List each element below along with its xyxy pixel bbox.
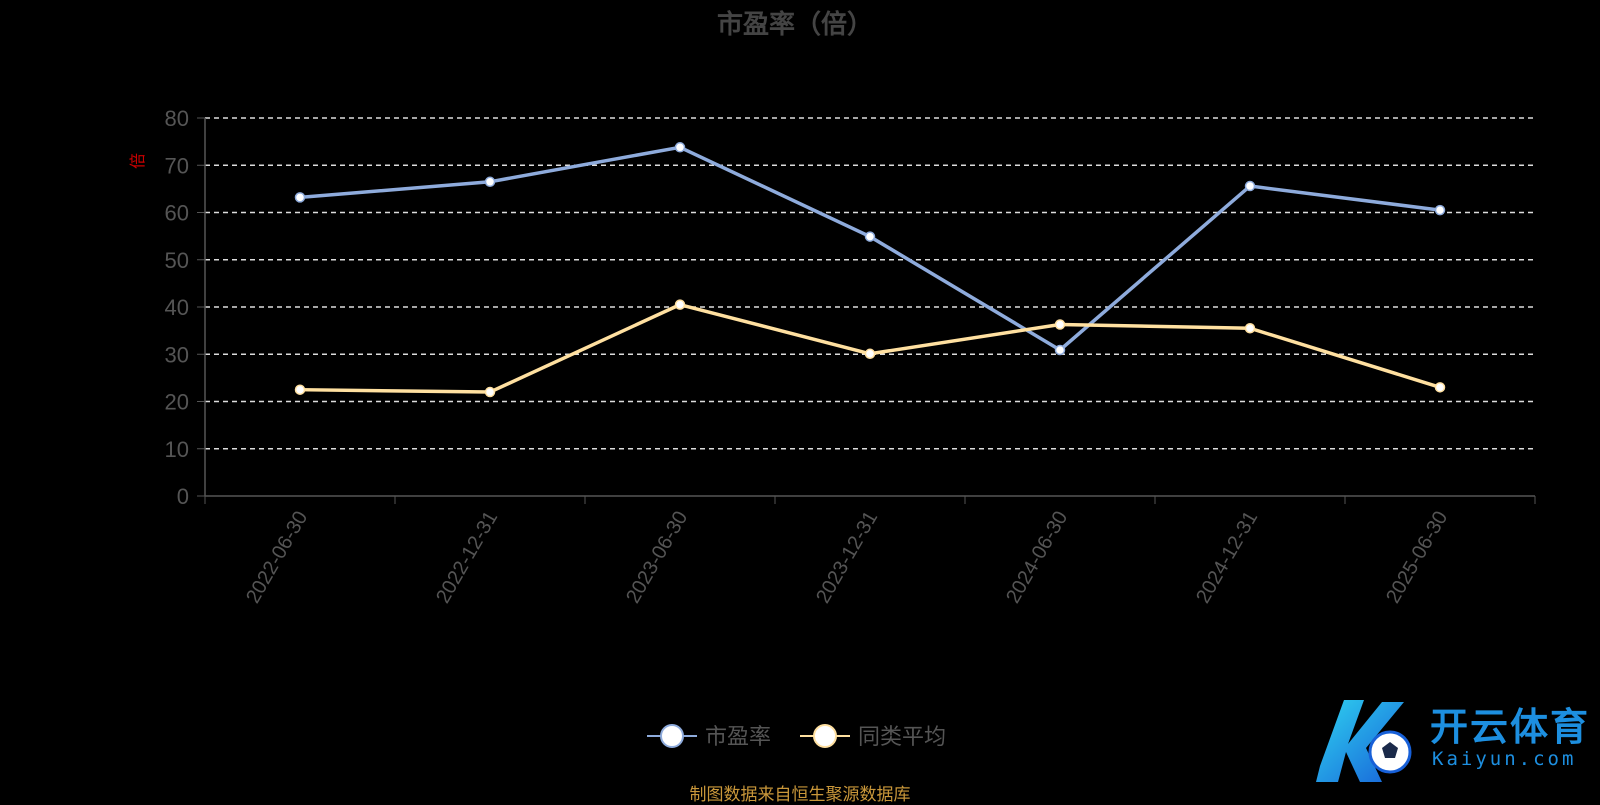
data-point[interactable] [1244, 323, 1256, 334]
x-tick-label: 2022-12-31 [432, 508, 502, 608]
data-point[interactable] [1434, 382, 1446, 393]
x-tick-label: 2024-06-30 [1002, 508, 1072, 608]
data-point[interactable] [294, 384, 306, 395]
series-line-2 [299, 302, 1441, 394]
y-tick-label: 80 [165, 106, 189, 131]
series-lines [294, 142, 1446, 398]
legend-marker[interactable] [660, 724, 684, 748]
y-axis-unit: 倍 [129, 153, 147, 169]
legend-marker[interactable] [813, 724, 837, 748]
y-tick-label: 40 [165, 295, 189, 320]
x-tick-label: 2023-06-30 [622, 508, 692, 608]
y-tick-label: 60 [165, 201, 189, 226]
data-point[interactable] [484, 386, 496, 398]
y-tick-label: 10 [165, 437, 189, 462]
y-tick-label: 0 [177, 484, 189, 509]
data-point[interactable] [1054, 319, 1066, 330]
kaiyun-logo: 开云体育 Kaiyun.com [1312, 696, 1592, 786]
data-source-note: 制图数据来自恒生聚源数据库 [689, 785, 911, 804]
legend[interactable]: 市盈率 同类平均 [647, 724, 946, 749]
data-point[interactable] [1434, 204, 1446, 216]
football-logo-icon [1316, 700, 1412, 782]
y-tick-label: 50 [165, 248, 189, 273]
logo-text-en: Kaiyun.com [1432, 748, 1577, 770]
logo-text-cn: 开云体育 [1430, 707, 1591, 749]
data-point[interactable] [864, 231, 876, 242]
y-tick-label: 30 [165, 342, 189, 367]
y-tick-label: 20 [165, 390, 189, 415]
y-tick-label: 70 [165, 153, 189, 178]
x-tick-label: 2025-06-30 [1382, 508, 1452, 608]
data-point[interactable] [1054, 344, 1066, 356]
axes: 0 10 20 30 40 50 60 70 80 2022-06-30 2022-12-31 202… [165, 106, 1536, 608]
x-tick-label: 2022-06-30 [242, 508, 312, 608]
data-point[interactable] [674, 299, 686, 310]
x-tick-label: 2023-12-31 [812, 508, 882, 608]
grid-lines [205, 117, 1535, 450]
data-point[interactable] [1244, 180, 1256, 192]
legend-label[interactable]: 同类平均 [858, 724, 946, 749]
data-point[interactable] [864, 348, 876, 360]
x-tick-label: 2024-12-31 [1192, 508, 1262, 608]
data-point[interactable] [294, 192, 306, 203]
data-point[interactable] [674, 142, 686, 153]
series-line-1 [299, 145, 1441, 352]
data-point[interactable] [484, 176, 496, 188]
legend-label[interactable]: 市盈率 [705, 724, 771, 749]
chart-title: 市盈率（倍） [717, 9, 873, 39]
